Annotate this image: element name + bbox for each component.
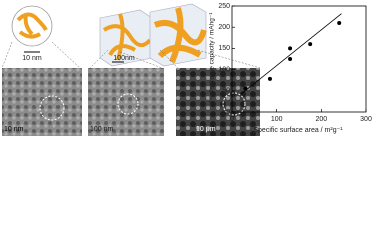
sphere-model xyxy=(11,5,53,47)
point xyxy=(267,76,272,81)
point xyxy=(288,46,293,51)
cube-model-1 xyxy=(99,9,153,67)
x-tick-label: 0 xyxy=(230,116,234,123)
y-tick-label: 50 xyxy=(222,88,230,95)
y-tick-label: 200 xyxy=(218,24,230,31)
point xyxy=(337,20,342,25)
y-tick-label: 250 xyxy=(218,3,230,10)
sem-image xyxy=(176,68,260,136)
point xyxy=(288,57,293,61)
cube-model-2 xyxy=(149,3,207,67)
scale-label: 10 μm xyxy=(196,126,216,133)
y-tick-label: 100 xyxy=(218,66,230,73)
scale-label: 10 nm xyxy=(22,55,42,62)
tem-image xyxy=(88,68,164,136)
scale-label: 10 nm xyxy=(4,126,24,133)
point xyxy=(243,86,248,91)
x-tick-label: 100 xyxy=(271,116,283,123)
plot-frame xyxy=(231,5,367,113)
scale-label: 100nm xyxy=(113,55,135,62)
zoom-lines xyxy=(1,41,261,69)
point xyxy=(308,42,313,47)
x-tick-label: 300 xyxy=(360,116,372,123)
scale-label: 100 nm xyxy=(90,126,114,133)
y-axis-label: 1ˢᵗ discharge capacity / mAhg⁻¹ xyxy=(209,12,216,104)
fit-line xyxy=(240,13,342,95)
x-axis-label: Specific surface area / m²g⁻¹ xyxy=(253,127,343,134)
y-tick-label: 150 xyxy=(218,45,230,52)
y-tick-label: 0 xyxy=(226,109,230,116)
x-tick-label: 200 xyxy=(315,116,327,123)
figure: 10 nm 100nm 10 nm 100 nm 10 μm 1ˢᵗ disch… xyxy=(1,3,372,136)
